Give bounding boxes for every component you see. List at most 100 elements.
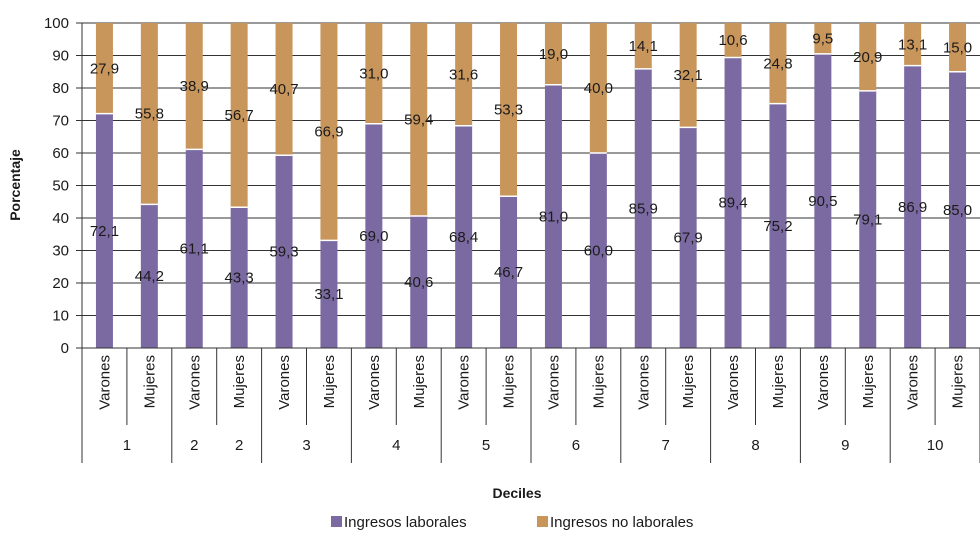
bar-ingresos-laborales	[724, 57, 742, 348]
data-label-laborales: 89,4	[718, 195, 747, 212]
y-tick-label: 40	[52, 210, 69, 227]
data-label-laborales: 90,5	[808, 193, 837, 210]
data-label-laborales: 86,9	[898, 199, 927, 216]
data-label-laborales: 72,1	[90, 223, 119, 240]
bar-ingresos-laborales	[410, 216, 428, 348]
bar-ingresos-no-laborales	[679, 23, 697, 128]
bar-ingresos-no-laborales	[185, 23, 203, 150]
group-labels: 1 2 2 3 4 5 6 7 8 9 10	[123, 437, 944, 454]
bar-ingresos-no-laborales	[455, 23, 473, 126]
legend-swatch-laborales	[331, 516, 342, 527]
bar-ingresos-no-laborales	[95, 23, 113, 114]
legend-label-no-laborales: Ingresos no laborales	[550, 514, 693, 531]
data-label-no-laborales: 10,6	[718, 32, 747, 49]
data-label-no-laborales: 38,9	[180, 78, 209, 95]
category-label: Varones	[545, 355, 562, 410]
bar-ingresos-no-laborales	[365, 23, 383, 124]
data-label-laborales: 59,3	[269, 244, 298, 261]
data-label-laborales: 33,1	[314, 286, 343, 303]
bar-ingresos-no-laborales	[904, 23, 922, 66]
bar-ingresos-no-laborales	[589, 23, 607, 153]
bar-ingresos-laborales	[95, 113, 113, 348]
axes	[76, 22, 980, 463]
bars	[95, 23, 967, 349]
category-label: Varones	[456, 355, 473, 410]
group-label: 3	[302, 437, 310, 454]
data-label-no-laborales: 59,4	[404, 112, 433, 129]
bar-ingresos-laborales	[769, 103, 787, 348]
group-label: 7	[662, 437, 670, 454]
data-label-no-laborales: 40,7	[269, 81, 298, 98]
category-label: Varones	[186, 355, 203, 410]
bar-ingresos-no-laborales	[634, 23, 652, 69]
y-tick-label: 50	[52, 178, 69, 195]
data-label-no-laborales: 53,3	[494, 102, 523, 119]
y-tick-label: 0	[61, 340, 69, 357]
bar-ingresos-laborales	[544, 84, 562, 348]
y-tick-label: 70	[52, 113, 69, 130]
bar-ingresos-no-laborales	[949, 23, 967, 72]
category-label: Mujeres	[950, 355, 967, 408]
bar-ingresos-laborales	[679, 127, 697, 348]
y-tick-label: 10	[52, 308, 69, 325]
data-label-no-laborales: 24,8	[763, 55, 792, 72]
x-axis-title: Deciles	[492, 485, 541, 501]
bar-ingresos-laborales	[949, 71, 967, 348]
data-label-laborales: 68,4	[449, 229, 478, 246]
gridlines	[82, 22, 980, 316]
category-label: Varones	[635, 355, 652, 410]
category-label: Varones	[96, 355, 113, 410]
y-tick-label: 20	[52, 275, 69, 292]
bar-ingresos-laborales	[140, 204, 158, 348]
bar-ingresos-laborales	[365, 123, 383, 348]
data-labels: 72,1 27,9 44,2 55,8 61,1 38,9 43,3 56,7 59,3 40,7…	[90, 30, 972, 303]
category-label: Mujeres	[770, 355, 787, 408]
data-label-laborales: 85,9	[629, 200, 658, 217]
data-label-no-laborales: 40,0	[584, 80, 613, 97]
y-tick-labels: 0 10 20 30 40 50 60 70 80 90 100	[44, 15, 69, 357]
y-tick-label: 90	[52, 48, 69, 65]
y-tick-label: 100	[44, 15, 69, 32]
data-label-laborales: 75,2	[763, 218, 792, 235]
data-label-no-laborales: 32,1	[674, 67, 703, 84]
bar-ingresos-no-laborales	[724, 23, 742, 58]
legend: Ingresos laborales Ingresos no laborales	[331, 514, 693, 531]
data-label-no-laborales: 27,9	[90, 60, 119, 77]
y-axis-title: Porcentaje	[7, 149, 23, 221]
data-label-laborales: 85,0	[943, 202, 972, 219]
data-label-no-laborales: 55,8	[135, 106, 164, 123]
category-label: Mujeres	[590, 355, 607, 408]
bar-ingresos-laborales	[275, 155, 293, 348]
category-label: Mujeres	[321, 355, 338, 408]
data-label-laborales: 81,0	[539, 208, 568, 225]
data-label-no-laborales: 31,0	[359, 65, 388, 82]
bar-ingresos-laborales	[589, 153, 607, 348]
data-label-no-laborales: 9,5	[812, 30, 833, 47]
bar-ingresos-laborales	[634, 68, 652, 348]
data-label-no-laborales: 19,0	[539, 46, 568, 63]
category-label: Varones	[725, 355, 742, 410]
group-label: 9	[841, 437, 849, 454]
y-tick-label: 30	[52, 243, 69, 260]
category-label: Mujeres	[860, 355, 877, 408]
group-label: 10	[927, 437, 944, 454]
category-label: Varones	[276, 355, 293, 410]
bar-ingresos-no-laborales	[230, 23, 248, 208]
category-label: Mujeres	[501, 355, 518, 408]
data-label-laborales: 43,3	[225, 270, 254, 287]
y-tick-label: 60	[52, 145, 69, 162]
category-labels: Varones Mujeres Varones Mujeres Varones Mujer…	[96, 355, 966, 410]
group-label: 4	[392, 437, 400, 454]
bar-ingresos-laborales	[814, 53, 832, 348]
group-label: 8	[751, 437, 759, 454]
bar-ingresos-no-laborales	[859, 23, 877, 91]
group-label: 2	[235, 437, 243, 454]
bar-ingresos-no-laborales	[769, 23, 787, 104]
bar-ingresos-no-laborales	[814, 23, 832, 54]
data-label-laborales: 60,0	[584, 243, 613, 260]
data-label-no-laborales: 14,1	[629, 38, 658, 55]
data-label-laborales: 44,2	[135, 268, 164, 285]
data-label-no-laborales: 20,9	[853, 49, 882, 66]
group-label: 5	[482, 437, 490, 454]
bar-ingresos-laborales	[230, 207, 248, 348]
